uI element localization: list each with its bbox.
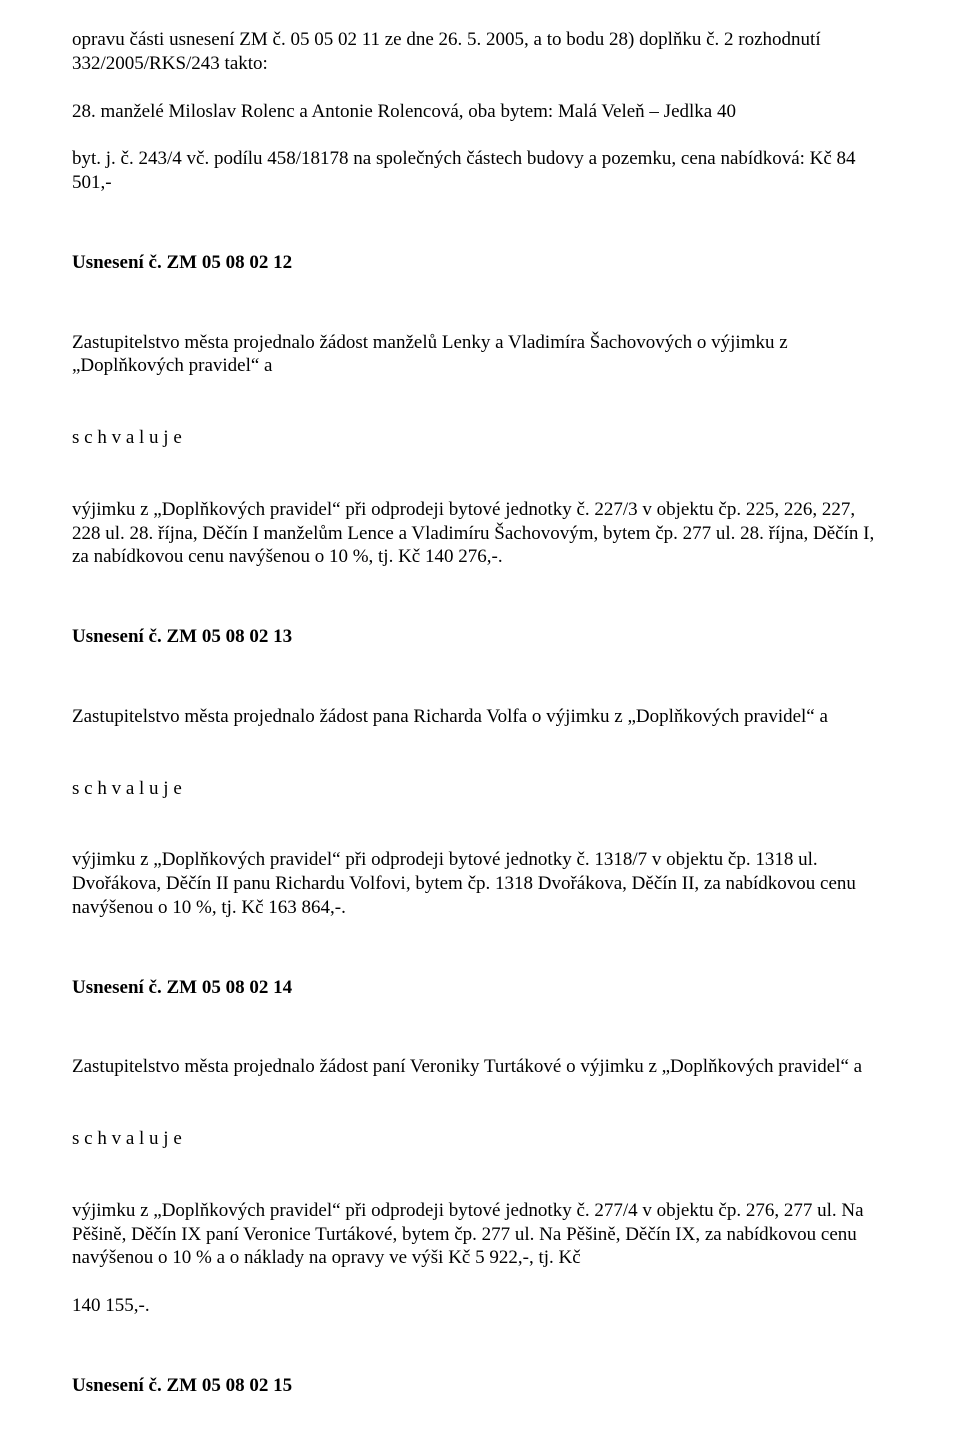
paragraph: výjimku z „Doplňkových pravidel“ při odp… [72, 1199, 888, 1270]
resolution-heading: Usnesení č. ZM 05 08 02 12 [72, 251, 888, 275]
resolution-heading: Usnesení č. ZM 05 08 02 15 [72, 1374, 888, 1398]
resolution-heading: Usnesení č. ZM 05 08 02 14 [72, 976, 888, 1000]
approves-label: s c h v a l u j e [72, 426, 888, 450]
paragraph: výjimku z „Doplňkových pravidel“ při odp… [72, 848, 888, 919]
approves-label: s c h v a l u j e [72, 1127, 888, 1151]
paragraph: Zastupitelstvo města projednalo žádost m… [72, 331, 888, 379]
paragraph: Zastupitelstvo města projednalo žádost p… [72, 1055, 888, 1079]
paragraph: 28. manželé Miloslav Rolenc a Antonie Ro… [72, 100, 888, 124]
approves-label: s c h v a l u j e [72, 777, 888, 801]
paragraph: Zastupitelstvo města projednalo žádost p… [72, 705, 888, 729]
paragraph: byt. j. č. 243/4 vč. podílu 458/18178 na… [72, 147, 888, 195]
paragraph: výjimku z „Doplňkových pravidel“ při odp… [72, 498, 888, 569]
resolution-heading: Usnesení č. ZM 05 08 02 13 [72, 625, 888, 649]
paragraph: 140 155,-. [72, 1294, 888, 1318]
paragraph: opravu části usnesení ZM č. 05 05 02 11 … [72, 28, 888, 76]
